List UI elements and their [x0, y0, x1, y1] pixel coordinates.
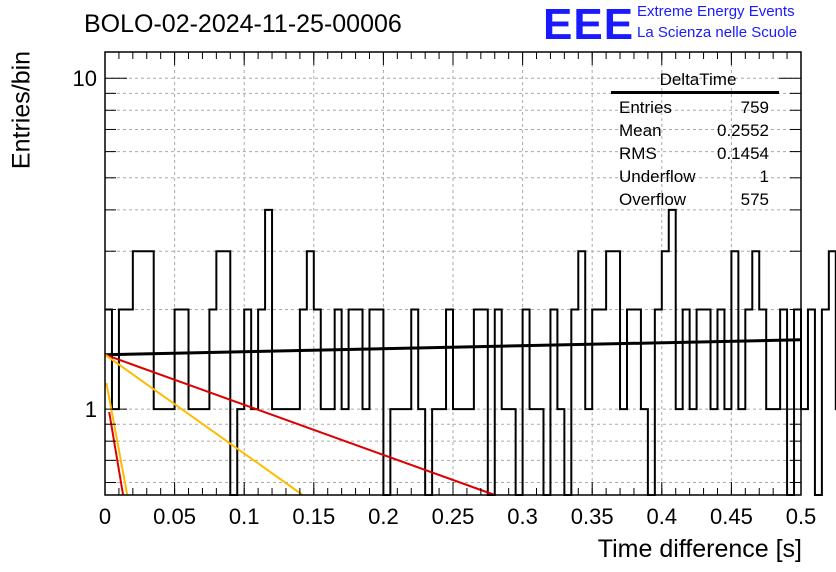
- x-tick-label: 0.1: [229, 504, 260, 529]
- stats-box: DeltaTime Entries 759 Mean 0.2552 RMS 0.145…: [611, 70, 779, 211]
- x-tick-label: 0.15: [292, 504, 335, 529]
- run-title: BOLO-02-2024-11-25-00006: [84, 10, 402, 38]
- stats-row: Entries 759: [611, 96, 779, 119]
- fit-line: [105, 382, 129, 496]
- y-axis-label: Entries/bin: [7, 50, 36, 170]
- stats-title: DeltaTime: [659, 70, 737, 89]
- fit-line: [104, 353, 496, 496]
- x-tick-label: 0.5: [786, 504, 817, 529]
- x-tick-label: 0.45: [710, 504, 753, 529]
- stats-label: Mean: [619, 121, 662, 140]
- axis-ticks: [104, 52, 802, 495]
- histogram-bars: [105, 208, 836, 496]
- x-tick-label: 0.2: [368, 504, 399, 529]
- stats-value: 1: [759, 167, 769, 186]
- fit-line: [104, 353, 304, 496]
- histogram-outline: [105, 208, 836, 496]
- stats-value: 575: [740, 190, 769, 209]
- stats-row: RMS 0.1454: [611, 142, 779, 165]
- x-tick-label: 0.35: [571, 504, 614, 529]
- stats-label: RMS: [619, 144, 657, 163]
- x-tick-label: 0.4: [647, 504, 678, 529]
- x-tick-label: 0: [99, 504, 111, 529]
- stats-label: Entries: [619, 98, 672, 117]
- logo-subtitle-1: Extreme Energy Events: [637, 3, 795, 20]
- fit-line: [108, 411, 125, 496]
- eee-logo: EEE: [543, 0, 635, 49]
- stats-value: 759: [740, 98, 769, 117]
- x-tick-label: 0.3: [507, 504, 538, 529]
- x-tick-label: 0.25: [432, 504, 475, 529]
- x-axis-label: Time difference [s]: [597, 535, 802, 563]
- stats-row: Overflow 575: [611, 188, 779, 211]
- stats-value: 0.1454: [717, 144, 769, 163]
- logo-subtitle-2: La Scienza nelle Scuole: [637, 24, 798, 41]
- y-tick-label: 10: [73, 66, 97, 91]
- stats-row: Mean 0.2552: [611, 119, 779, 142]
- stats-divider: [611, 91, 779, 94]
- grid-lines: [105, 52, 801, 495]
- fit-curves: [104, 338, 802, 496]
- stats-value: 0.2552: [717, 121, 769, 140]
- fit-line: [104, 338, 802, 357]
- stats-label: Overflow: [619, 190, 687, 209]
- stats-label: Underflow: [619, 167, 696, 186]
- y-tick-label: 1: [85, 397, 97, 422]
- x-tick-label: 0.05: [153, 504, 196, 529]
- stats-row: Underflow 1: [611, 165, 779, 188]
- axis-tick-labels: 0 0.05 0.1 0.15 0.2 0.25 0.3 0.35 0.4 0.45 0.5 1 10: [73, 66, 817, 529]
